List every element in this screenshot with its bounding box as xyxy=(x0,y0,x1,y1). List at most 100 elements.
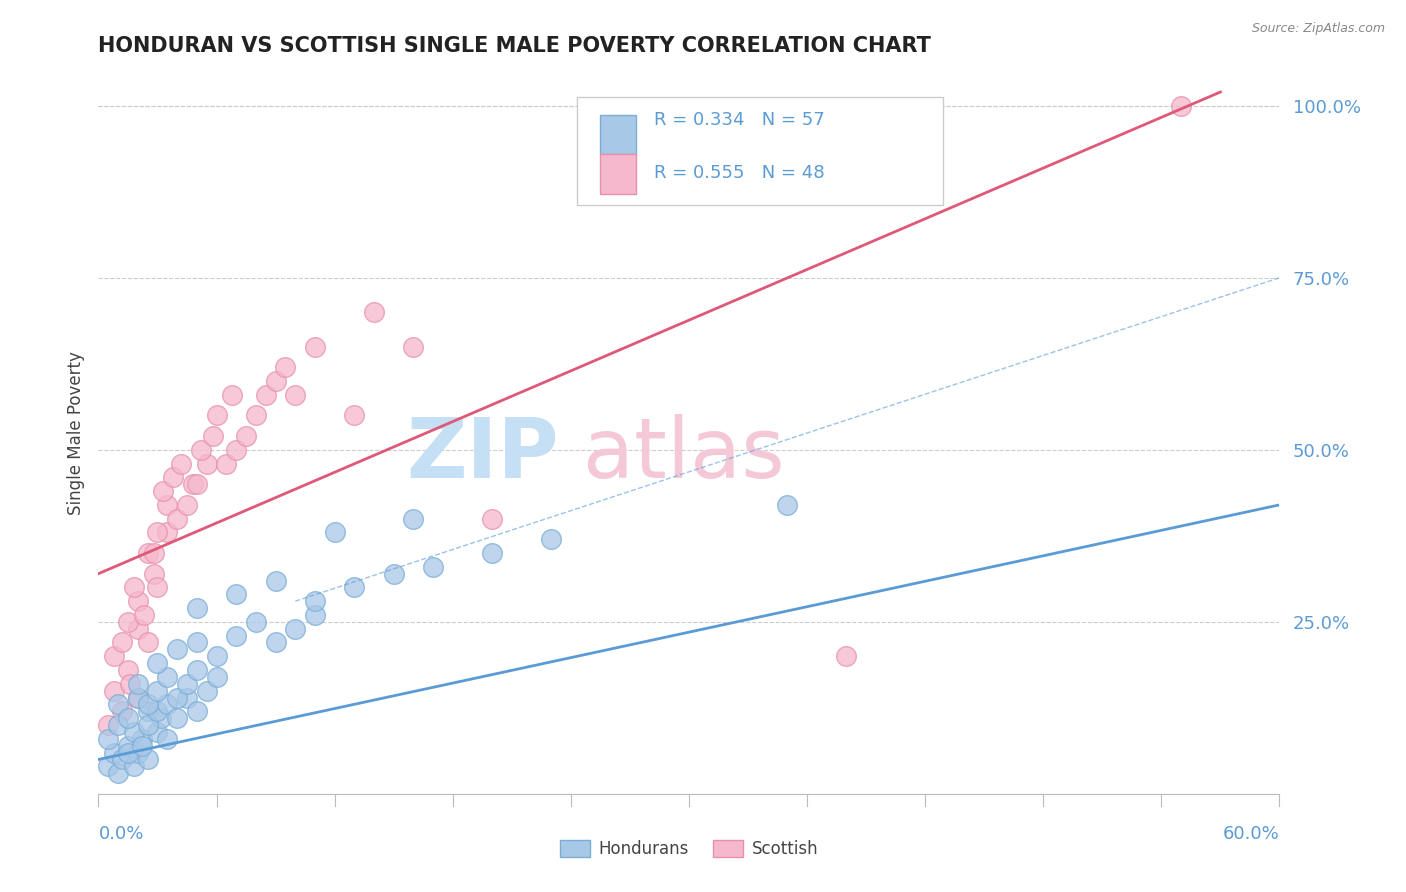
Point xyxy=(103,683,125,698)
Point xyxy=(186,601,208,615)
Point xyxy=(150,711,173,725)
Text: R = 0.334   N = 57: R = 0.334 N = 57 xyxy=(654,111,824,128)
Point xyxy=(103,746,125,760)
Point xyxy=(284,622,307,636)
Point xyxy=(176,690,198,705)
Point xyxy=(156,731,179,746)
Point xyxy=(156,498,179,512)
Point xyxy=(97,731,120,746)
Point xyxy=(181,477,204,491)
Text: ZIP: ZIP xyxy=(406,414,560,495)
FancyBboxPatch shape xyxy=(576,96,943,205)
Text: atlas: atlas xyxy=(582,414,785,495)
Point xyxy=(323,525,346,540)
Point xyxy=(111,752,134,766)
Point xyxy=(186,663,208,677)
Point xyxy=(284,388,307,402)
Point xyxy=(304,607,326,622)
Point xyxy=(254,388,277,402)
Point xyxy=(195,683,218,698)
Point xyxy=(186,477,208,491)
Point xyxy=(264,635,287,649)
Point xyxy=(136,704,159,718)
Point xyxy=(835,649,858,664)
Point xyxy=(481,546,503,560)
Point xyxy=(117,663,139,677)
Point xyxy=(122,759,145,773)
Point xyxy=(195,457,218,471)
Point xyxy=(107,698,129,712)
FancyBboxPatch shape xyxy=(600,154,636,194)
Point xyxy=(343,581,366,595)
Point xyxy=(343,409,366,423)
Point xyxy=(127,622,149,636)
Y-axis label: Single Male Poverty: Single Male Poverty xyxy=(66,351,84,515)
Point xyxy=(156,698,179,712)
Point xyxy=(162,470,184,484)
FancyBboxPatch shape xyxy=(600,115,636,154)
Text: 60.0%: 60.0% xyxy=(1223,825,1279,843)
Point xyxy=(97,759,120,773)
Text: Source: ZipAtlas.com: Source: ZipAtlas.com xyxy=(1251,22,1385,36)
Point xyxy=(136,718,159,732)
Point xyxy=(136,546,159,560)
Point xyxy=(122,725,145,739)
Point xyxy=(131,731,153,746)
Point xyxy=(111,635,134,649)
Point xyxy=(225,629,247,643)
Point xyxy=(186,635,208,649)
Point xyxy=(540,533,562,547)
Point xyxy=(176,498,198,512)
Point xyxy=(166,642,188,657)
Text: HONDURAN VS SCOTTISH SINGLE MALE POVERTY CORRELATION CHART: HONDURAN VS SCOTTISH SINGLE MALE POVERTY… xyxy=(98,36,931,56)
Point xyxy=(117,711,139,725)
Point xyxy=(156,525,179,540)
Point xyxy=(107,718,129,732)
Point xyxy=(225,587,247,601)
Point xyxy=(205,409,228,423)
Point xyxy=(402,340,425,354)
Point xyxy=(127,594,149,608)
Point xyxy=(117,746,139,760)
Point xyxy=(122,581,145,595)
Point xyxy=(402,511,425,525)
Point xyxy=(245,409,267,423)
Point xyxy=(190,442,212,457)
Point xyxy=(274,360,297,375)
Point xyxy=(205,670,228,684)
Point xyxy=(481,511,503,525)
Point xyxy=(205,649,228,664)
Point xyxy=(235,429,257,443)
Point xyxy=(776,498,799,512)
Point xyxy=(422,559,444,574)
Text: R = 0.555   N = 48: R = 0.555 N = 48 xyxy=(654,163,824,181)
Point xyxy=(107,766,129,780)
Point xyxy=(382,566,405,581)
Point xyxy=(146,725,169,739)
Point xyxy=(117,739,139,753)
Point xyxy=(221,388,243,402)
Point xyxy=(132,607,155,622)
Point xyxy=(146,704,169,718)
Point xyxy=(146,525,169,540)
Point xyxy=(136,635,159,649)
Point xyxy=(166,690,188,705)
Point xyxy=(245,615,267,629)
Point xyxy=(117,615,139,629)
Point xyxy=(131,739,153,753)
Point xyxy=(170,457,193,471)
Point xyxy=(186,704,208,718)
Point xyxy=(166,511,188,525)
Text: 0.0%: 0.0% xyxy=(98,825,143,843)
Point xyxy=(156,670,179,684)
Point xyxy=(304,340,326,354)
Point xyxy=(264,374,287,388)
Legend: Hondurans, Scottish: Hondurans, Scottish xyxy=(553,833,825,865)
Point xyxy=(146,581,169,595)
Point xyxy=(201,429,224,443)
Point xyxy=(225,442,247,457)
Point xyxy=(363,305,385,319)
Point xyxy=(146,683,169,698)
Point xyxy=(97,718,120,732)
Point xyxy=(176,677,198,691)
